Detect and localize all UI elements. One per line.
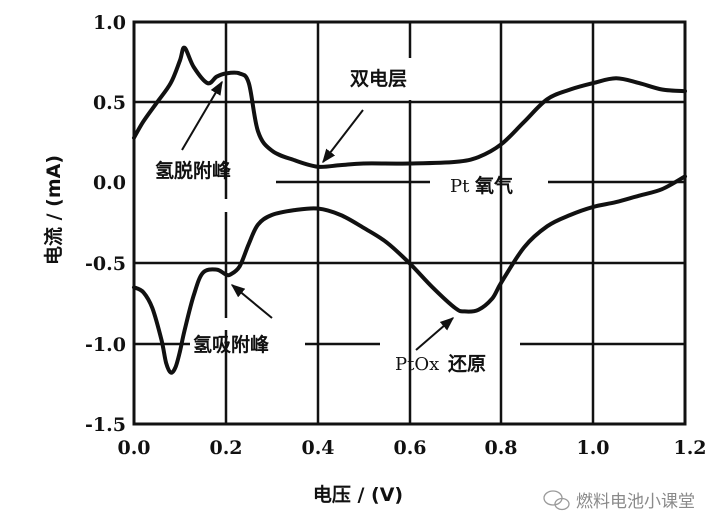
y-tick: 1.0	[93, 12, 126, 34]
plot-frame	[132, 20, 687, 426]
y-tick: 0.0	[93, 172, 126, 194]
annotation-ptox-reduction: PtOx 还原	[395, 353, 486, 375]
y-tick: -1.5	[85, 414, 126, 436]
annotation-oxygen-label: 氧气	[475, 174, 513, 197]
y-tick-labels: 1.0 0.5 0.0 -0.5 -1.0 -1.5	[85, 12, 126, 436]
annotation-h-adsorption: 氢吸附峰	[193, 333, 270, 356]
wechat-icon	[543, 490, 570, 511]
annotation-pt-label: Pt	[450, 176, 470, 197]
x-tick: 0.6	[393, 437, 426, 459]
annotation-h-desorption: 氢脱附峰	[155, 159, 232, 182]
watermark-text: 燃料电池小课堂	[576, 492, 695, 512]
y-axis-title: 电流 / (mA)	[42, 155, 65, 265]
arrow-double-layer	[322, 109, 364, 164]
x-tick: 0.8	[484, 437, 517, 459]
y-tick: -1.0	[85, 334, 126, 356]
x-tick: 1.2	[673, 437, 706, 459]
y-tick: 0.5	[93, 92, 126, 114]
annotation-ptox-label: PtOx	[395, 354, 439, 375]
annotation-pt-oxidation: Pt 氧气	[450, 174, 513, 197]
arrow-ptox	[415, 317, 455, 351]
annotation-arrows	[181, 80, 455, 351]
cathodic-scan-curve	[132, 174, 687, 375]
x-tick: 1.0	[576, 437, 609, 459]
y-tick: -0.5	[85, 253, 126, 275]
arrow-h-desorption	[181, 80, 223, 151]
watermark: 燃料电池小课堂	[543, 490, 695, 512]
annotation-reduction-label: 还原	[447, 353, 486, 375]
x-tick: 0.4	[301, 437, 334, 459]
x-tick-labels: 0.0 0.2 0.4 0.6 0.8 1.0 1.2	[117, 437, 706, 459]
annotation-double-layer: 双电层	[350, 67, 407, 90]
x-tick: 0.0	[117, 437, 150, 459]
x-tick: 0.2	[209, 437, 242, 459]
arrow-h-adsorption	[230, 284, 273, 319]
x-axis-title: 电压 / (V)	[313, 483, 403, 506]
anodic-scan-curve	[132, 45, 687, 169]
